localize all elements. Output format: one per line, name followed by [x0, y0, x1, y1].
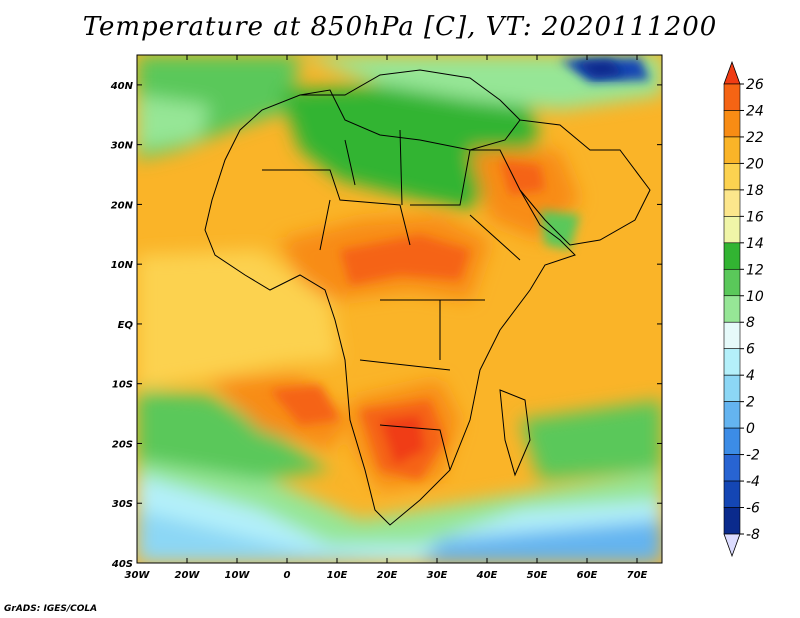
lat-tick-label: 10S	[112, 380, 133, 391]
colorbar-swatch	[723, 507, 741, 535]
map-frame	[136, 54, 663, 564]
colorbar-swatch	[723, 321, 741, 350]
grads-credit: GrADS: IGES/COLA	[4, 604, 98, 614]
colorbar-level-label: 6	[746, 342, 755, 358]
lon-tick-label: 30W	[125, 570, 151, 581]
colorbar-swatch	[723, 110, 741, 138]
lon-tick-label: 60E	[577, 570, 598, 581]
lon-tick-label: 20E	[377, 570, 398, 581]
colorbar-top-arrow	[723, 60, 741, 85]
lon-tick-label: 10E	[327, 570, 348, 581]
lat-tick-label: 30N	[111, 141, 134, 152]
colorbar-swatch	[723, 268, 741, 297]
colorbar-level-label: -8	[746, 527, 760, 543]
colorbar-level-label: 8	[746, 315, 755, 331]
colorbar-swatch	[723, 216, 741, 244]
colorbar-swatch	[723, 374, 741, 402]
colorbar-level-label: 18	[746, 183, 764, 199]
colorbar-level-label: 24	[746, 103, 764, 119]
lat-tick-label: EQ	[118, 320, 134, 331]
colorbar-level-label: 16	[746, 209, 764, 225]
axis-ticks: 30W 20W 10W 0 10E 20E 30E 40E 50E 60E 70E 40N 30N 20N…	[110, 55, 662, 581]
lat-tick-label: 30S	[112, 499, 133, 510]
colorbar-swatch	[723, 427, 741, 455]
colorbar-level-label: 22	[746, 130, 764, 146]
lon-tick-label: 70E	[627, 570, 648, 581]
lon-tick-label: 10W	[225, 570, 251, 581]
colorbar-level-label: 0	[746, 421, 755, 437]
lon-tick-label: 20W	[175, 570, 201, 581]
lon-tick-label: 30E	[427, 570, 448, 581]
lat-tick-label: 10N	[111, 260, 134, 271]
colorbar-swatch	[723, 242, 741, 270]
lat-tick-label: 40S	[111, 559, 133, 570]
colorbar-swatch	[723, 480, 741, 508]
temperature-field	[137, 55, 662, 563]
colorbar-swatch	[723, 295, 741, 323]
lon-tick-label: 40E	[476, 570, 498, 581]
colorbar-level-label: 26	[746, 77, 764, 93]
colorbar-level-label: -4	[746, 474, 760, 490]
colorbar-swatch	[723, 83, 741, 111]
colorbar-swatch	[723, 348, 741, 376]
lon-tick-label: 0	[284, 570, 291, 581]
colorbar-swatch	[723, 163, 741, 191]
colorbar-level-label: -6	[746, 501, 760, 517]
lat-tick-label: 20N	[111, 200, 134, 211]
lat-tick-label: 40N	[110, 81, 134, 92]
colorbar-swatch	[723, 136, 741, 164]
colorbar-level-label: 12	[746, 262, 764, 278]
colorbar-swatch	[723, 401, 741, 429]
lat-tick-label: 20S	[112, 439, 133, 450]
colorbar-level-label: 20	[746, 156, 764, 172]
map-title: Temperature at 850hPa [C], VT: 202011120…	[82, 12, 718, 42]
colorbar-level-label: 14	[746, 236, 764, 252]
lon-tick-label: 50E	[527, 570, 548, 581]
colorbar-swatch	[723, 189, 741, 217]
colorbar-level-label: 2	[746, 395, 755, 411]
colorbar-level-label: -2	[746, 448, 760, 464]
colorbar-level-label: 4	[746, 368, 755, 384]
colorbar-bottom-arrow	[723, 533, 741, 558]
coastline-overlay	[204, 69, 651, 526]
colorbar-swatch	[723, 454, 741, 482]
colorbar-level-label: 10	[746, 289, 764, 305]
